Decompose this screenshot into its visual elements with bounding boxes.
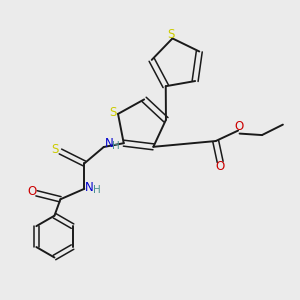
Text: S: S <box>51 142 59 156</box>
Text: O: O <box>215 160 225 173</box>
Text: O: O <box>234 120 244 133</box>
Text: H: H <box>93 185 101 195</box>
Text: S: S <box>167 28 175 41</box>
Text: S: S <box>109 106 116 119</box>
Text: H: H <box>112 141 120 152</box>
Text: N: N <box>105 137 113 150</box>
Text: O: O <box>27 185 37 198</box>
Text: N: N <box>85 181 94 194</box>
